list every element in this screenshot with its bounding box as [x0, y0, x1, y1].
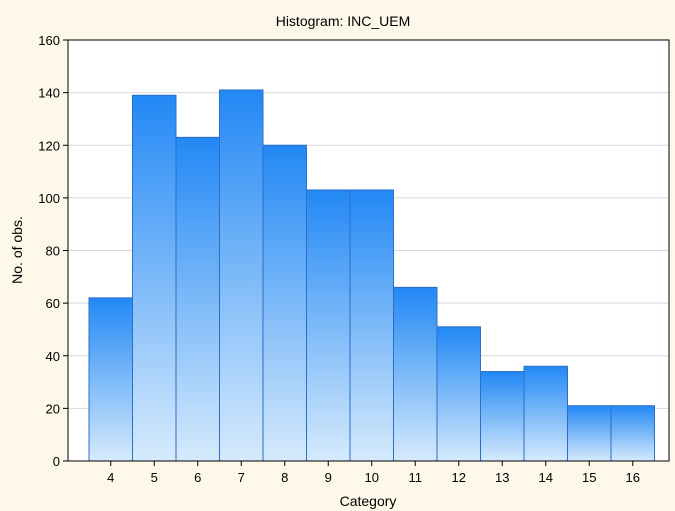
x-tick-label: 15	[582, 470, 596, 485]
x-tick-label: 7	[238, 470, 245, 485]
histogram-bar	[480, 371, 525, 462]
histogram-bar	[132, 94, 177, 462]
y-tick-label: 160	[38, 33, 60, 48]
x-tick-label: 8	[281, 470, 288, 485]
x-tick-label: 6	[194, 470, 201, 485]
histogram-bar	[567, 405, 612, 462]
chart-title: Histogram: INC_UEM	[276, 13, 411, 29]
x-axis-label: Category	[340, 493, 397, 509]
histogram-bar	[349, 189, 394, 462]
y-axis-label: No. of obs.	[9, 216, 25, 284]
histogram-bar	[262, 144, 307, 462]
histogram-bar	[88, 297, 133, 462]
y-tick-label: 60	[46, 296, 60, 311]
x-tick-label: 16	[626, 470, 640, 485]
x-tick-label: 11	[409, 470, 423, 485]
y-tick-label: 100	[38, 191, 60, 206]
y-tick-label: 0	[53, 454, 60, 469]
histogram-bar	[393, 286, 438, 462]
histogram-bar	[306, 189, 351, 462]
histogram-bar	[219, 89, 264, 462]
y-axis: 0 20 40 60 80 100 120 140 160	[38, 33, 68, 469]
histogram-bar	[523, 365, 568, 462]
y-tick-label: 80	[46, 244, 60, 259]
x-tick-label: 9	[325, 470, 332, 485]
y-tick-label: 140	[38, 86, 60, 101]
x-tick-label: 4	[107, 470, 114, 485]
x-tick-label: 12	[452, 470, 466, 485]
y-tick-label: 20	[46, 401, 60, 416]
x-axis: 4 5 6 7 8 9 10 11 12 13 14 15 16	[107, 461, 640, 485]
x-tick-label: 14	[539, 470, 553, 485]
y-tick-label: 40	[46, 349, 60, 364]
histogram-bar	[436, 326, 481, 462]
histogram-bar	[610, 405, 655, 462]
x-tick-label: 5	[151, 470, 158, 485]
x-tick-label: 10	[365, 470, 379, 485]
histogram-bar	[175, 136, 220, 462]
x-tick-label: 13	[495, 470, 509, 485]
y-tick-label: 120	[38, 138, 60, 153]
